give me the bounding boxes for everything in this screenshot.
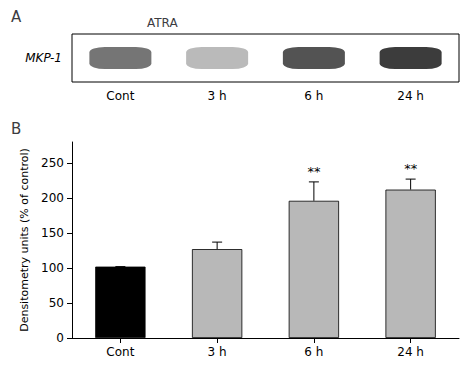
svg-text:3 h: 3 h: [208, 89, 227, 103]
svg-text:B: B: [11, 120, 21, 138]
svg-text:150: 150: [41, 226, 64, 240]
svg-text:200: 200: [41, 191, 64, 205]
svg-text:**: **: [404, 161, 418, 176]
svg-text:250: 250: [41, 156, 64, 170]
svg-text:A: A: [11, 8, 22, 26]
svg-text:24 h: 24 h: [397, 89, 424, 103]
svg-text:Densitometry units (% of contr: Densitometry units (% of control): [18, 148, 31, 332]
svg-text:ATRA: ATRA: [147, 16, 178, 30]
svg-text:24 h: 24 h: [397, 345, 424, 359]
svg-text:6 h: 6 h: [304, 345, 323, 359]
svg-text:MKP-1: MKP-1: [25, 51, 62, 65]
svg-text:Cont: Cont: [106, 89, 134, 103]
svg-text:50: 50: [49, 296, 64, 310]
svg-text:Cont: Cont: [106, 345, 134, 359]
svg-text:3 h: 3 h: [208, 345, 227, 359]
svg-text:**: **: [307, 164, 321, 179]
svg-text:100: 100: [41, 261, 64, 275]
svg-text:6 h: 6 h: [304, 89, 323, 103]
svg-text:0: 0: [56, 331, 64, 345]
